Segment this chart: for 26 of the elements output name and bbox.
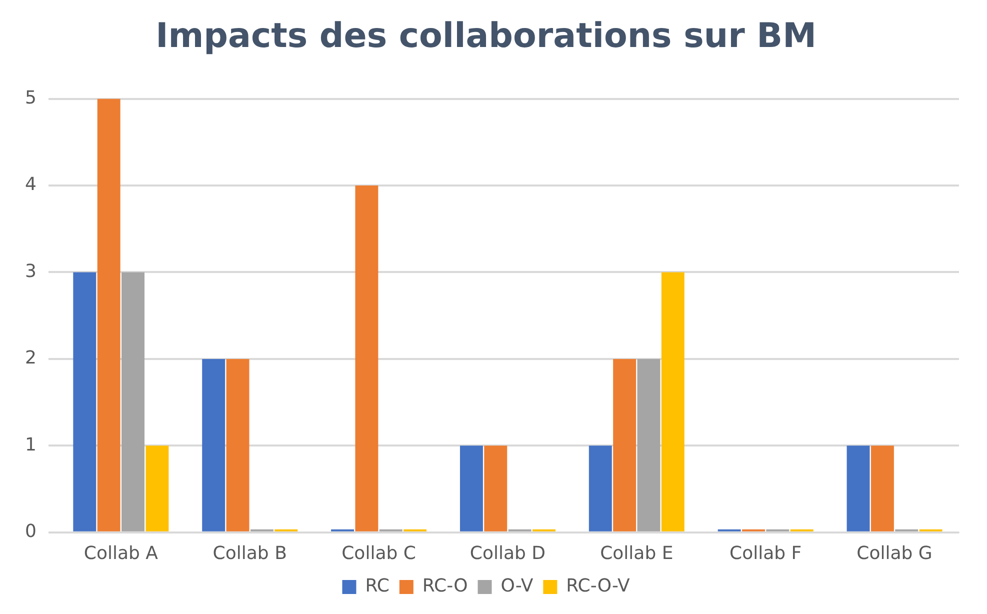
y-tick-label: 3 xyxy=(25,260,36,282)
x-tick-label: Collab E xyxy=(600,542,674,564)
x-tick-label: Collab C xyxy=(342,542,416,564)
bar xyxy=(122,272,144,532)
y-tick-label: 0 xyxy=(25,521,36,542)
bar xyxy=(355,186,378,532)
bar xyxy=(661,272,684,532)
chart-title: Impacts des collaborations sur BM xyxy=(156,16,816,56)
legend-label: O-V xyxy=(500,576,534,597)
bar xyxy=(202,358,226,532)
x-tick-label: Collab A xyxy=(84,542,159,564)
legend-label: RC-O-V xyxy=(566,576,630,597)
bar xyxy=(226,358,250,532)
y-tick-label: 2 xyxy=(25,348,36,369)
x-tick-label: Collab B xyxy=(212,542,287,564)
legend-label: RC xyxy=(365,576,390,597)
x-tick-label: Collab F xyxy=(730,542,802,564)
x-tick-label: Collab G xyxy=(856,542,932,564)
bar xyxy=(637,358,660,532)
bar xyxy=(613,358,636,532)
legend-label: RC-O xyxy=(422,576,468,597)
y-tick-label: 4 xyxy=(25,174,36,196)
bar xyxy=(73,272,96,532)
y-tick-label: 1 xyxy=(25,434,36,456)
y-tick-label: 5 xyxy=(25,87,36,108)
x-tick-label: Collab D xyxy=(470,542,546,564)
